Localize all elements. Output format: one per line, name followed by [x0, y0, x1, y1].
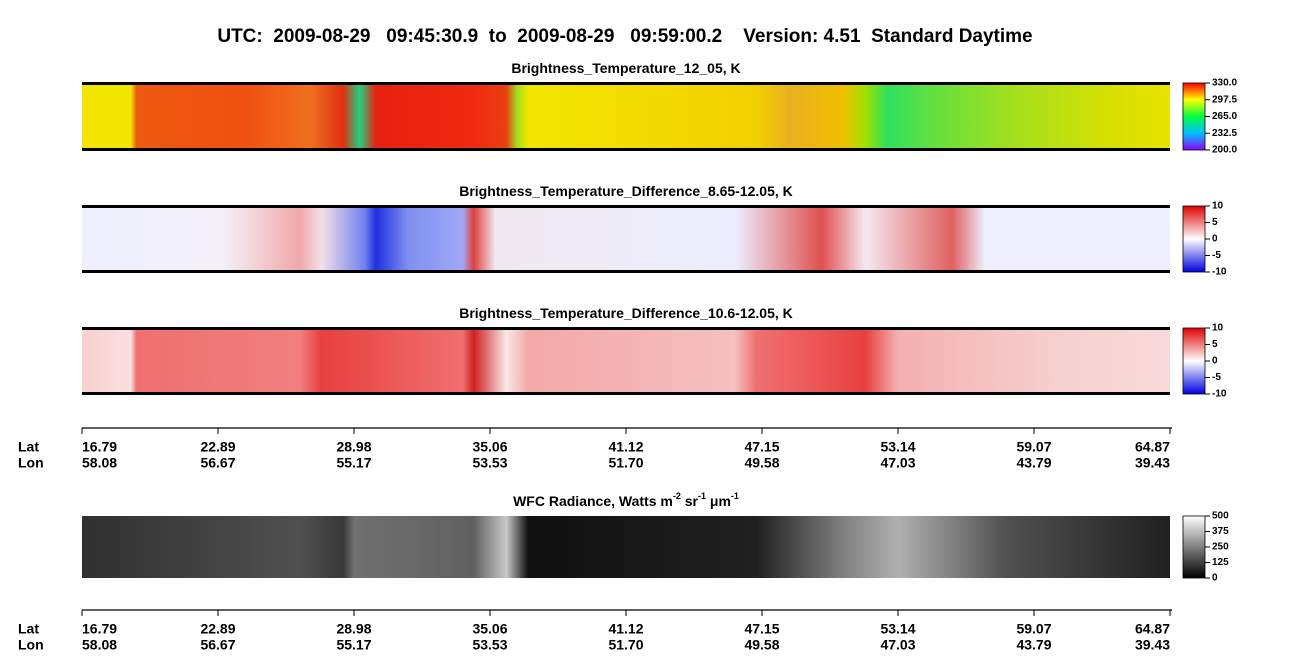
lon-value: 47.03	[880, 455, 915, 471]
lon-value: 56.67	[200, 455, 235, 471]
colorbar-label: -10	[1212, 267, 1227, 278]
colorbar-label: 200.0	[1212, 145, 1237, 156]
lat-value: 47.15	[744, 439, 779, 455]
lat-value: 41.12	[608, 439, 643, 455]
lat-value: 35.06	[472, 439, 507, 455]
lon-value: 43.79	[1016, 637, 1051, 653]
title-text: WFC Radiance, Watts m	[513, 493, 673, 509]
lon-label: Lon	[18, 455, 44, 471]
lon-value: 53.53	[472, 637, 507, 653]
colorbar-label: 5	[1212, 339, 1218, 350]
title-text: μm	[706, 493, 731, 509]
scan-edge	[82, 82, 1170, 85]
lon-value: 58.08	[82, 455, 117, 471]
lat-value: 35.06	[472, 621, 507, 637]
colorbar	[1182, 515, 1206, 579]
lon-value: 58.08	[82, 637, 117, 653]
lon-value: 39.43	[1135, 455, 1170, 471]
lon-value: 55.17	[336, 455, 371, 471]
lat-label: Lat	[18, 439, 39, 455]
panel-title: WFC Radiance, Watts m-2 sr-1 μm-1	[513, 491, 739, 508]
lat-value: 47.15	[744, 621, 779, 637]
colorbar-label: 250	[1212, 542, 1229, 553]
panel-title: Brightness_Temperature_12_05, K	[511, 60, 740, 76]
colorbar	[1182, 327, 1206, 395]
title-superscript: -1	[731, 491, 739, 501]
panel-image	[82, 328, 1170, 394]
panel-image	[82, 206, 1170, 272]
lat-value: 53.14	[880, 621, 915, 637]
lon-value: 51.70	[608, 637, 643, 653]
lon-value: 49.58	[744, 455, 779, 471]
colorbar-label: 375	[1212, 526, 1229, 537]
lon-value: 47.03	[880, 637, 915, 653]
lat-value: 64.87	[1135, 621, 1170, 637]
colorbar-label: 5	[1212, 217, 1218, 228]
lat-value: 22.89	[200, 621, 235, 637]
title-superscript: -2	[673, 491, 681, 501]
title-text: Brightness_Temperature_Difference_8.65-1…	[459, 183, 793, 199]
panel-image	[82, 516, 1170, 578]
lon-value: 53.53	[472, 455, 507, 471]
lat-value: 53.14	[880, 439, 915, 455]
lat-value: 28.98	[336, 439, 371, 455]
colorbar-label: 0	[1212, 234, 1218, 245]
colorbar-label: -5	[1212, 372, 1221, 383]
scan-edge	[82, 392, 1170, 395]
lat-value: 28.98	[336, 621, 371, 637]
panel-title: Brightness_Temperature_Difference_10.6-1…	[459, 305, 793, 321]
title-superscript: -1	[698, 491, 706, 501]
lon-label: Lon	[18, 637, 44, 653]
colorbar-label: 265.0	[1212, 111, 1237, 122]
lat-value: 59.07	[1016, 439, 1051, 455]
lon-value: 56.67	[200, 637, 235, 653]
scan-edge	[82, 205, 1170, 208]
lon-value: 43.79	[1016, 455, 1051, 471]
lat-value: 22.89	[200, 439, 235, 455]
lat-value: 59.07	[1016, 621, 1051, 637]
colorbar-label: 330.0	[1212, 78, 1237, 89]
title-text: Brightness_Temperature_12_05, K	[511, 60, 740, 76]
lon-value: 39.43	[1135, 637, 1170, 653]
scan-edge	[82, 148, 1170, 151]
colorbar-label: 0	[1212, 356, 1218, 367]
title-text: Brightness_Temperature_Difference_10.6-1…	[459, 305, 793, 321]
lon-value: 51.70	[608, 455, 643, 471]
lon-value: 49.58	[744, 637, 779, 653]
lat-label: Lat	[18, 621, 39, 637]
colorbar	[1182, 82, 1206, 151]
scan-edge	[82, 327, 1170, 330]
colorbar-label: 10	[1212, 323, 1224, 334]
scan-edge	[82, 270, 1170, 273]
colorbar	[1182, 205, 1206, 273]
colorbar-label: 0	[1212, 573, 1218, 584]
colorbar-label: 232.5	[1212, 128, 1237, 139]
colorbar-label: 500	[1212, 511, 1229, 522]
colorbar-label: 10	[1212, 201, 1224, 212]
lat-value: 64.87	[1135, 439, 1170, 455]
lon-value: 55.17	[336, 637, 371, 653]
panel-title: Brightness_Temperature_Difference_8.65-1…	[459, 183, 793, 199]
colorbar-label: 125	[1212, 557, 1229, 568]
panel-image	[82, 83, 1170, 150]
colorbar-label: -10	[1212, 389, 1227, 400]
colorbar-label: 297.5	[1212, 94, 1237, 105]
title-text: sr	[681, 493, 699, 509]
lat-value: 41.12	[608, 621, 643, 637]
lat-value: 16.79	[82, 439, 117, 455]
lat-value: 16.79	[82, 621, 117, 637]
colorbar-label: -5	[1212, 250, 1221, 261]
page-title: UTC: 2009-08-29 09:45:30.9 to 2009-08-29…	[217, 26, 1032, 47]
